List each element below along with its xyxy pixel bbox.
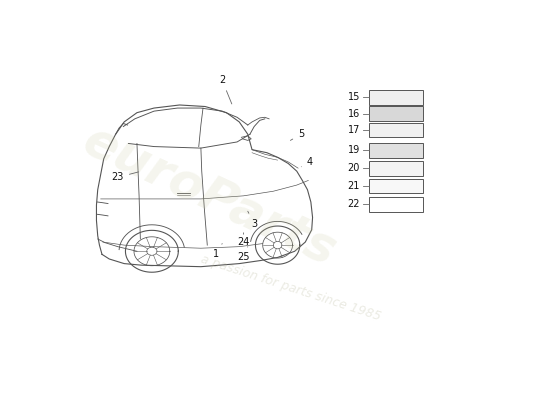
Text: a passion for parts since 1985: a passion for parts since 1985 [199, 253, 382, 324]
Text: 22: 22 [348, 199, 360, 209]
Text: 16: 16 [348, 109, 360, 119]
Bar [369, 197, 422, 212]
Bar [369, 90, 422, 105]
Text: 5: 5 [290, 129, 304, 140]
Text: 23: 23 [112, 172, 139, 182]
Text: 1: 1 [213, 244, 222, 259]
Text: 17: 17 [348, 125, 360, 135]
Text: 21: 21 [348, 181, 360, 191]
Text: 15: 15 [348, 92, 360, 102]
Bar [369, 161, 422, 176]
Text: 20: 20 [348, 163, 360, 173]
Bar [369, 178, 422, 193]
Text: 25: 25 [237, 247, 250, 262]
Text: 24: 24 [238, 233, 250, 247]
Text: 19: 19 [348, 145, 360, 155]
Bar [369, 143, 422, 158]
Text: 3: 3 [248, 211, 257, 228]
Bar [369, 106, 422, 121]
Text: 4: 4 [301, 157, 312, 167]
Bar [369, 122, 422, 137]
Text: 2: 2 [219, 75, 232, 104]
Text: euroParts: euroParts [75, 116, 344, 276]
